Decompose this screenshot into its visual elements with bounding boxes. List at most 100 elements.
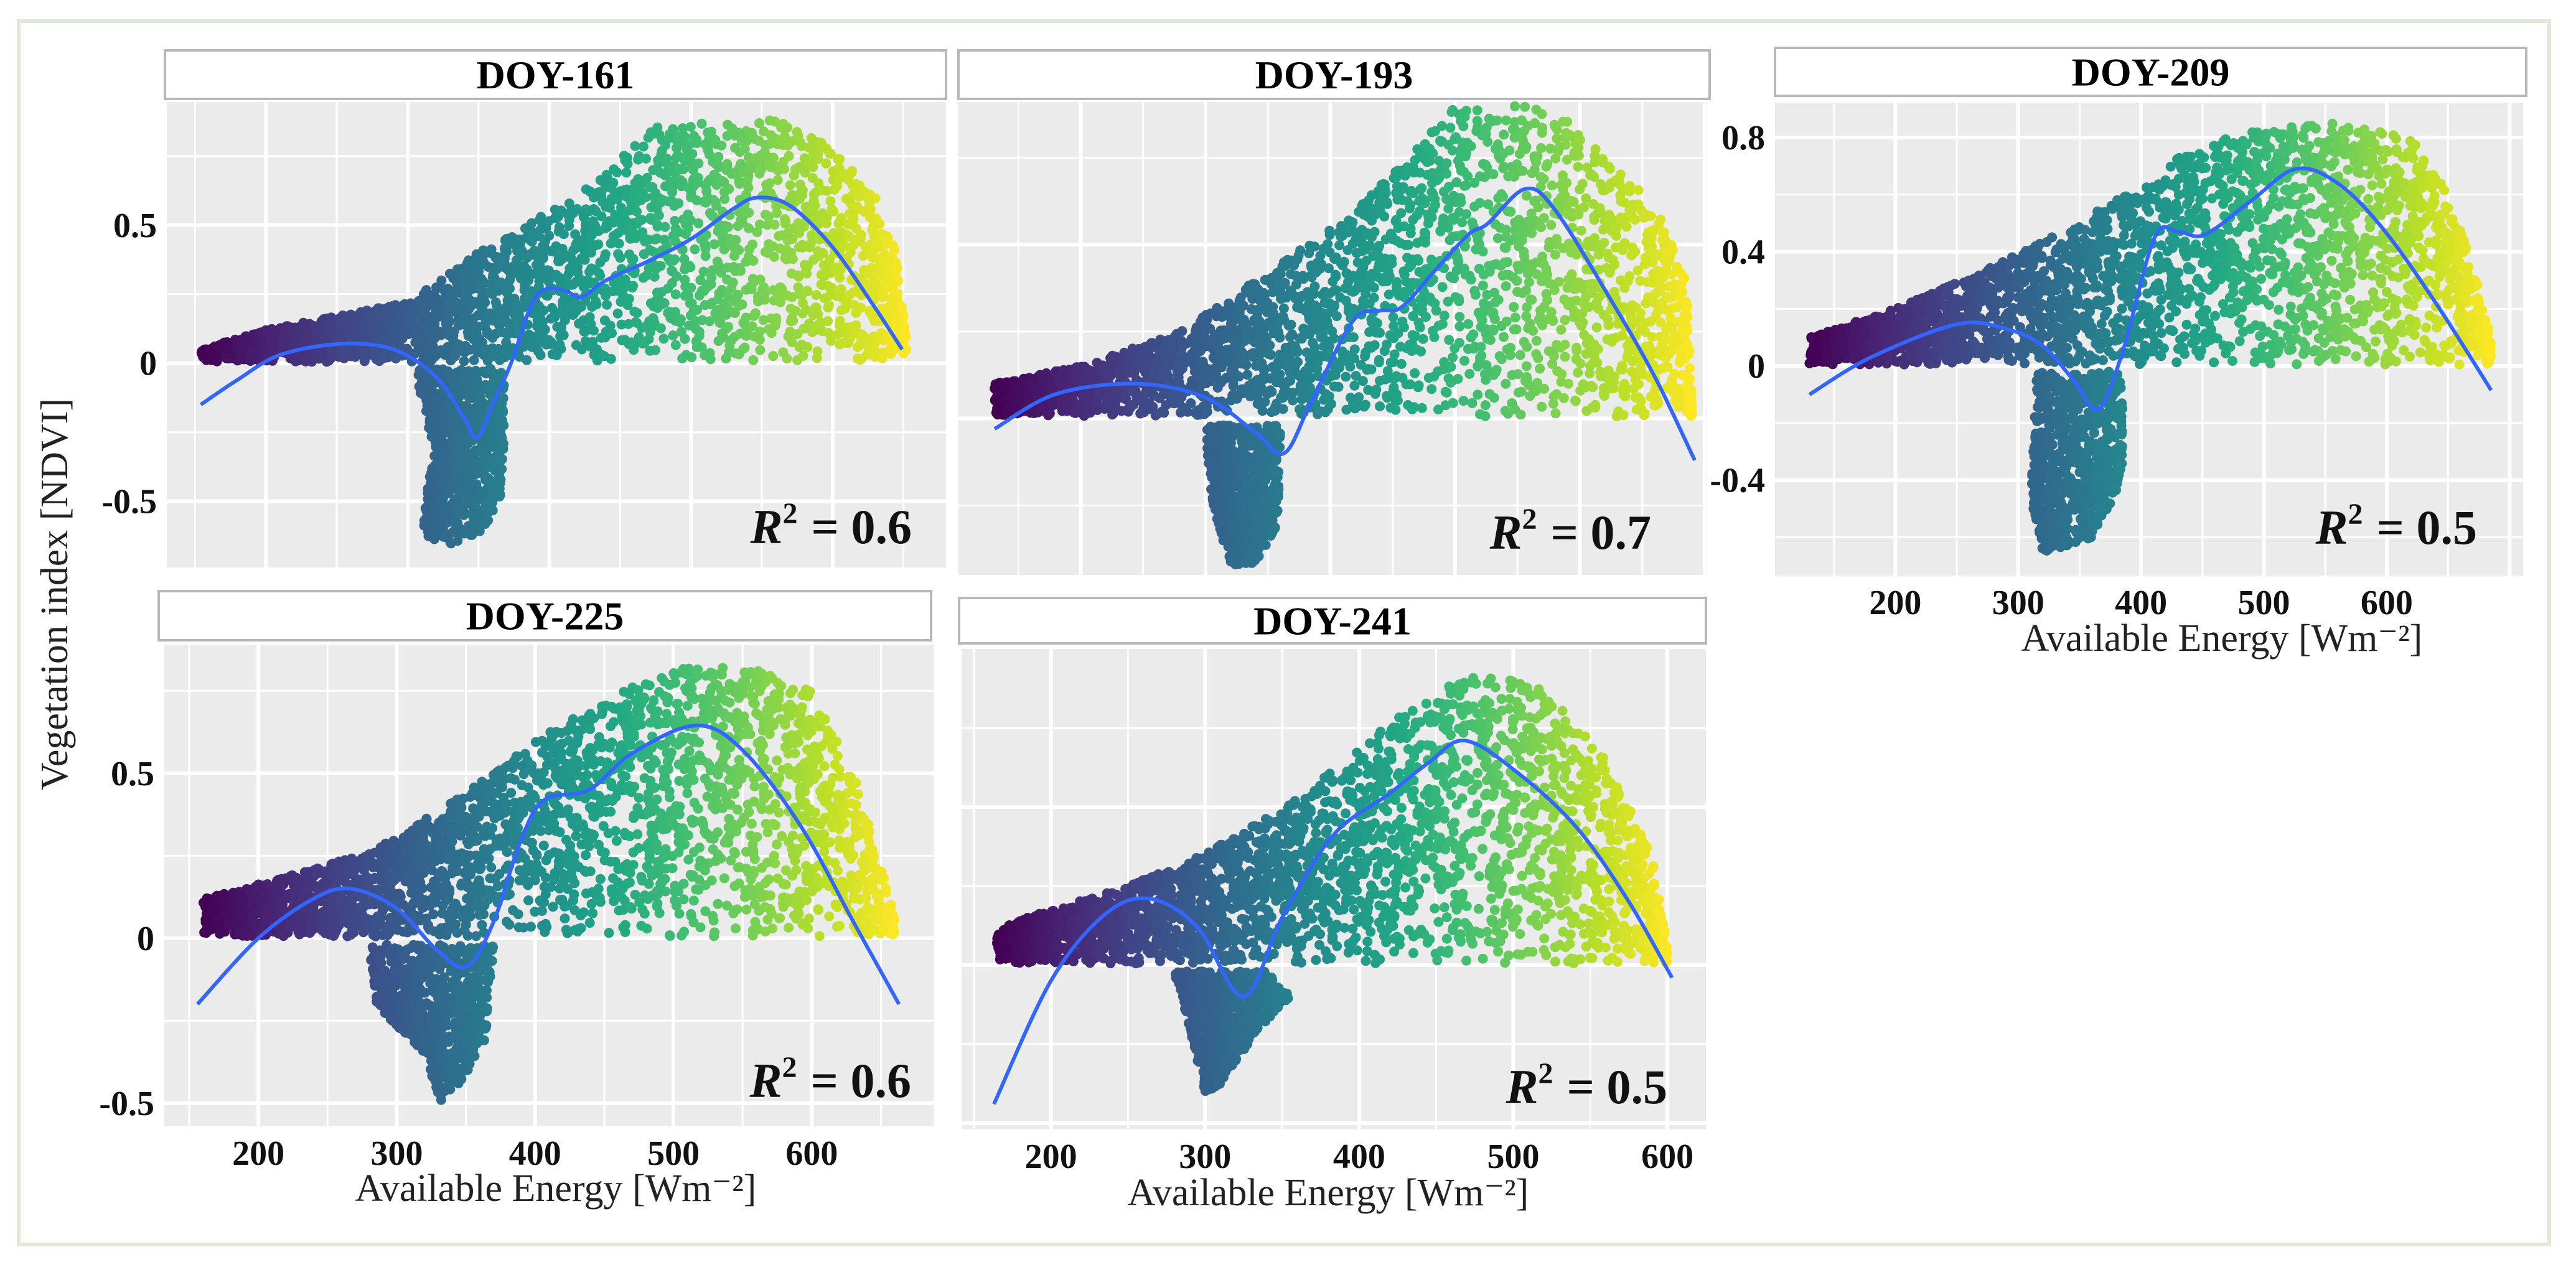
scatter-point [694, 290, 705, 301]
scatter-point [806, 133, 817, 143]
scatter-point [1349, 380, 1360, 391]
scatter-point [532, 249, 543, 259]
scatter-point [670, 198, 680, 209]
scatter-point [599, 351, 609, 362]
scatter-point [599, 315, 610, 325]
scatter-point [342, 326, 353, 337]
scatter-point [693, 218, 704, 228]
scatter-point [769, 220, 780, 230]
scatter-point [495, 261, 506, 272]
scatter-point [382, 317, 393, 327]
scatter-point [741, 284, 751, 295]
scatter-point [778, 119, 789, 129]
scatter-point [833, 230, 843, 241]
scatter-point [227, 353, 237, 363]
scatter-point [785, 180, 795, 190]
scatter-point [868, 221, 879, 231]
scatter-point [632, 206, 642, 217]
scatter-point [657, 135, 667, 145]
scatter-point [215, 340, 225, 350]
scatter-point [787, 190, 797, 200]
scatter-point [466, 393, 477, 403]
scatter-point [807, 173, 818, 183]
scatter-point [1547, 180, 1557, 191]
scatter-point [637, 187, 648, 198]
scatter-point [464, 319, 474, 330]
scatter-point [502, 296, 513, 306]
scatter-point [802, 342, 813, 352]
scatter-point [844, 231, 855, 241]
scatter-point [546, 246, 556, 256]
scatter-point [795, 179, 805, 190]
scatter-point [743, 182, 754, 193]
scatter-point [593, 239, 604, 250]
scatter-point [852, 202, 863, 212]
scatter-point [568, 300, 578, 310]
scatter-point [1433, 404, 1443, 415]
scatter-point [612, 308, 623, 319]
scatter-point [1501, 281, 1511, 291]
scatter-point [682, 217, 693, 228]
scatter-point [484, 329, 494, 340]
scatter-point [839, 337, 850, 348]
scatter-point [585, 341, 596, 352]
scatter-point [454, 340, 464, 350]
scatter-point [754, 219, 765, 230]
scatter-point [691, 324, 701, 334]
facet-title: DOY-193 [1255, 53, 1413, 97]
scatter-point [477, 303, 487, 314]
scatter-point [1496, 354, 1507, 365]
scatter-point [699, 239, 710, 250]
scatter-point [518, 302, 528, 313]
scatter-point [463, 304, 474, 315]
scatter-point [629, 228, 639, 238]
scatter-point [424, 388, 434, 399]
scatter-point [1515, 350, 1525, 360]
scatter-point [555, 331, 566, 342]
scatter-point [1375, 401, 1385, 411]
scatter-point [890, 314, 901, 324]
scatter-point [670, 216, 680, 226]
scatter-point [675, 317, 685, 327]
scatter-point [1499, 332, 1509, 342]
scatter-point [245, 356, 256, 366]
scatter-point [590, 264, 601, 275]
scatter-point [586, 247, 596, 258]
scatter-point [1501, 115, 1511, 126]
scatter-point [668, 255, 678, 266]
scatter-point [570, 259, 581, 269]
scatter-point [536, 212, 546, 222]
scatter-point [1324, 263, 1334, 274]
scatter-point [723, 119, 733, 130]
scatter-point [758, 315, 769, 325]
scatter-point [1410, 368, 1420, 378]
scatter-point [614, 218, 625, 228]
scatter-point [1280, 261, 1291, 271]
scatter-point [535, 350, 546, 360]
scatter-point [677, 177, 688, 187]
scatter-point [691, 342, 702, 352]
scatter-point [560, 315, 570, 325]
scatter-point [658, 195, 668, 205]
scatter-point [420, 503, 431, 513]
scatter-point [434, 519, 445, 530]
scatter-point [750, 308, 761, 319]
scatter-point [543, 265, 554, 276]
scatter-point [568, 309, 579, 320]
scatter-point [345, 345, 355, 355]
scatter-point [892, 263, 902, 274]
scatter-point [668, 330, 678, 341]
scatter-point [473, 495, 484, 505]
scatter-point [492, 477, 502, 488]
scatter-point [449, 351, 460, 362]
scatter-point [824, 300, 835, 310]
scatter-point [502, 343, 513, 354]
scatter-point [1396, 208, 1407, 218]
scatter-point [691, 134, 702, 145]
scatter-point [479, 257, 489, 268]
scatter-point [803, 159, 813, 169]
scatter-point [793, 282, 803, 292]
scatter-point [363, 321, 373, 332]
scatter-point [431, 531, 441, 541]
